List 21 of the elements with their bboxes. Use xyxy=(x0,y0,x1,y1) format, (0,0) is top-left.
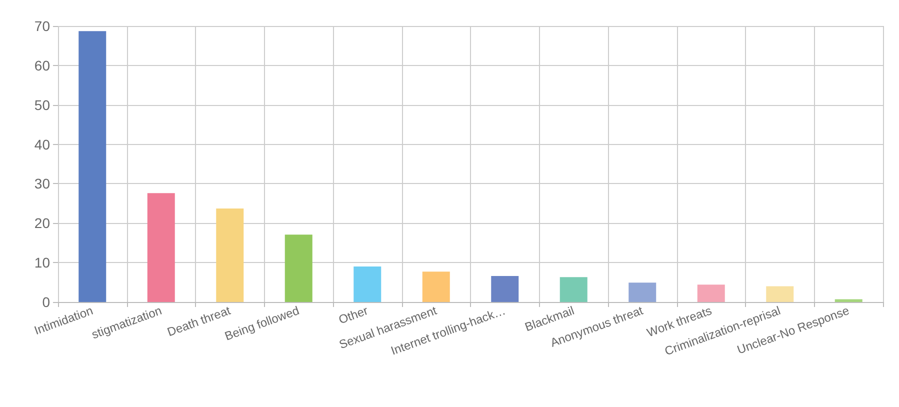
bar xyxy=(766,286,794,302)
bar xyxy=(147,193,175,302)
y-tick-label: 30 xyxy=(34,176,50,192)
bar xyxy=(422,272,450,302)
bar xyxy=(284,234,312,302)
bar xyxy=(491,276,519,302)
bar xyxy=(697,284,725,302)
bar xyxy=(560,277,588,302)
y-tick-label: 50 xyxy=(34,96,50,113)
x-tick-label: Other xyxy=(336,303,370,327)
bar xyxy=(628,282,656,302)
y-tick-label: 60 xyxy=(34,57,50,74)
bar xyxy=(354,266,382,302)
bar xyxy=(216,208,244,302)
bar xyxy=(78,31,106,302)
y-tick-label: 40 xyxy=(34,136,50,152)
y-tick-label: 20 xyxy=(34,215,50,232)
y-tick-label: 10 xyxy=(34,254,50,271)
bar xyxy=(834,299,862,302)
y-tick-label: 70 xyxy=(34,18,50,34)
y-tick-label: 0 xyxy=(42,294,50,310)
